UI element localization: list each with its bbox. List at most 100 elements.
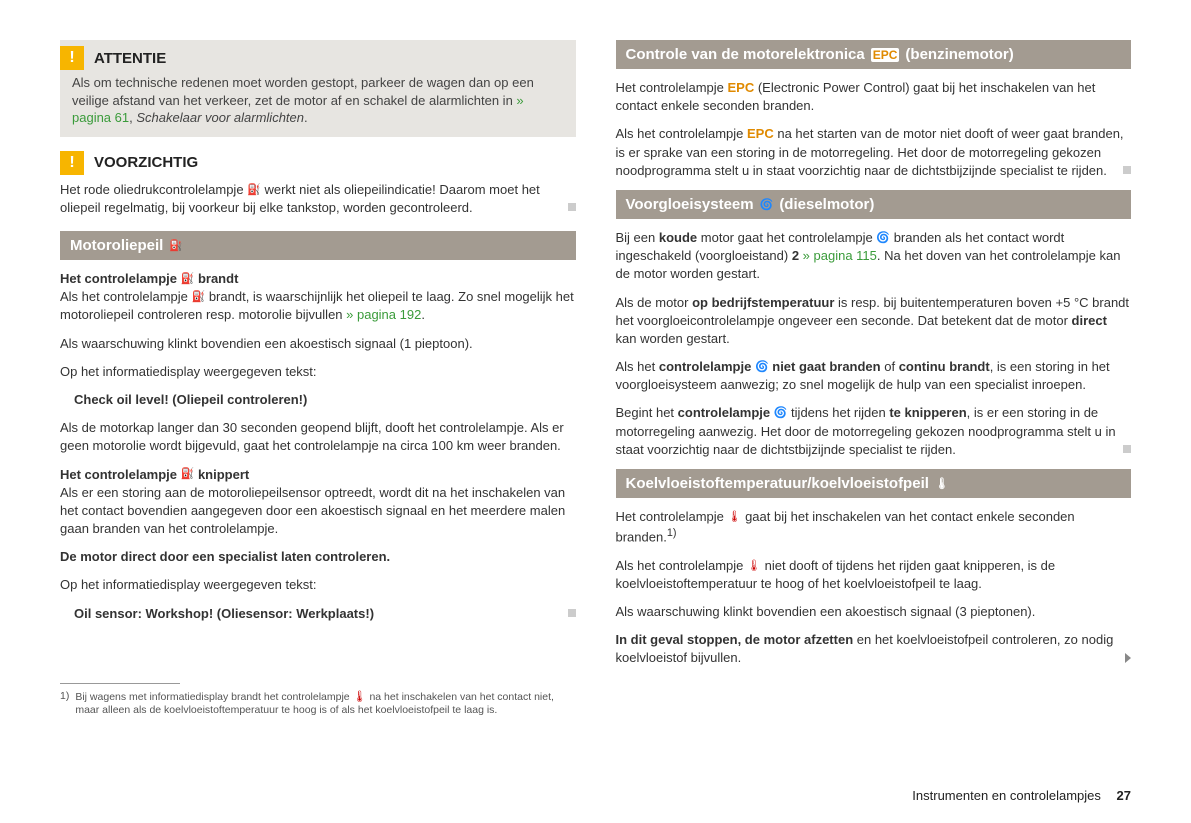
footnote-text: Bij wagens met informatiedisplay brandt … bbox=[75, 690, 575, 718]
coolant-p1: Het controlelampje 🌡 gaat bij het inscha… bbox=[616, 508, 1132, 547]
glow-plug-icon: 🌀 bbox=[774, 406, 788, 421]
glow-p3-mid: of bbox=[881, 359, 899, 374]
epc-p2-pre: Als het controlelampje bbox=[616, 126, 748, 141]
glow-p3: Als het controlelampje 🌀 niet gaat brand… bbox=[616, 358, 1132, 394]
epc-title-post: (benzinemotor) bbox=[905, 46, 1013, 63]
page-columns: ! ATTENTIE Als om technische redenen moe… bbox=[60, 40, 1131, 718]
oil-pressure-icon: ⛽ bbox=[247, 183, 261, 198]
continue-icon bbox=[1125, 653, 1131, 663]
oil-p6-bold: Het controlelampje bbox=[60, 467, 181, 482]
glow-p2-bold1: op bedrijfstemperatuur bbox=[692, 295, 834, 310]
footnote-ref-1: 1) bbox=[667, 527, 677, 539]
page-link-115[interactable]: » pagina 115 bbox=[799, 248, 877, 263]
oil-p9: Oil sensor: Workshop! (Oliesensor: Werkp… bbox=[60, 605, 576, 623]
page-footer: Instrumenten en controlelampjes 27 bbox=[912, 788, 1131, 803]
footnote-number: 1) bbox=[60, 690, 69, 718]
glow-title-pre: Voorgloeisysteem bbox=[626, 196, 754, 213]
glow-plug-icon: 🌀 bbox=[755, 360, 769, 375]
oil-level-icon: ⛽ bbox=[181, 272, 195, 287]
section-title-oil: Motoroliepeil bbox=[70, 237, 163, 254]
caution-body: Het rode oliedrukcontrolelampje ⛽ werkt … bbox=[60, 181, 576, 217]
coolant-p2: Als het controlelampje 🌡 niet dooft of t… bbox=[616, 557, 1132, 593]
attention-header: ! ATTENTIE bbox=[60, 40, 576, 74]
section-end-icon bbox=[568, 203, 576, 211]
caution-header: ! VOORZICHTIG bbox=[60, 151, 576, 175]
warning-icon: ! bbox=[60, 46, 84, 70]
oil-level-icon: ⛽ bbox=[169, 239, 183, 252]
oil-p6-bold2: knippert bbox=[194, 467, 249, 482]
glow-p1-mid: motor gaat het controlelampje bbox=[697, 230, 876, 245]
epc-badge-icon: EPC bbox=[747, 126, 774, 141]
coolant-temp-icon: 🌡 bbox=[747, 559, 761, 574]
caution-title: VOORZICHTIG bbox=[94, 154, 198, 171]
glow-p4: Begint het controlelampje 🌀 tijdens het … bbox=[616, 404, 1132, 459]
coolant-temp-icon: 🌡 bbox=[935, 477, 949, 490]
oil-p3: Op het informatiedisplay weergegeven tek… bbox=[60, 363, 576, 381]
page-link-192[interactable]: » pagina 192 bbox=[346, 307, 421, 322]
glow-p2: Als de motor op bedrijfstemperatuur is r… bbox=[616, 294, 1132, 349]
coolant-p3: Als waarschuwing klinkt bovendien een ak… bbox=[616, 603, 1132, 621]
coolant-temp-icon: 🌡 bbox=[728, 510, 742, 525]
glow-p3-bold3: continu brandt bbox=[899, 359, 990, 374]
oil-p7: De motor direct door een specialist late… bbox=[60, 548, 576, 566]
footnote-pre: Bij wagens met informatiedisplay brandt … bbox=[75, 691, 352, 703]
glow-p3-pre: Als het bbox=[616, 359, 659, 374]
footnote-1: 1) Bij wagens met informatiedisplay bran… bbox=[60, 690, 576, 718]
epc-title-pre: Controle van de motorelektronica bbox=[626, 46, 865, 63]
glow-p4-pre: Begint het bbox=[616, 405, 678, 420]
attention-title: ATTENTIE bbox=[94, 50, 166, 67]
glow-p4-mid: tijdens het rijden bbox=[787, 405, 889, 420]
oil-p1-body: Als het controlelampje bbox=[60, 289, 192, 304]
attention-italic: Schakelaar voor alarmlichten bbox=[136, 110, 304, 125]
oil-p1-end: . bbox=[421, 307, 425, 322]
oil-p1-bold2: brandt bbox=[194, 271, 238, 286]
glow-p3-bold1: controlelampje bbox=[659, 359, 755, 374]
oil-p2: Als waarschuwing klinkt bovendien een ak… bbox=[60, 335, 576, 353]
footnote-separator bbox=[60, 683, 180, 684]
coolant-title: Koelvloeistoftemperatuur/koelvloeistofpe… bbox=[626, 475, 929, 492]
glow-p1-pre: Bij een bbox=[616, 230, 659, 245]
glow-plug-icon: 🌀 bbox=[876, 231, 890, 246]
coolant-temp-icon: 🌡 bbox=[353, 690, 367, 704]
glow-p2-pre: Als de motor bbox=[616, 295, 693, 310]
coolant-p1-pre: Het controlelampje bbox=[616, 509, 728, 524]
attention-body: Als om technische redenen moet worden ge… bbox=[60, 74, 576, 127]
warning-icon: ! bbox=[60, 151, 84, 175]
section-header-coolant: Koelvloeistoftemperatuur/koelvloeistofpe… bbox=[616, 469, 1132, 498]
coolant-p2-pre: Als het controlelampje bbox=[616, 558, 748, 573]
epc-p1-pre: Het controlelampje bbox=[616, 80, 728, 95]
glow-p1-bold1: koude bbox=[659, 230, 697, 245]
attention-box: ! ATTENTIE Als om technische redenen moe… bbox=[60, 40, 576, 137]
epc-badge-icon: EPC bbox=[871, 48, 900, 62]
section-header-oil: Motoroliepeil ⛽ bbox=[60, 231, 576, 260]
section-header-epc: Controle van de motorelektronica EPC (be… bbox=[616, 40, 1132, 69]
epc-badge-icon: EPC bbox=[728, 80, 755, 95]
glow-p1: Bij een koude motor gaat het controlelam… bbox=[616, 229, 1132, 284]
glow-plug-icon: 🌀 bbox=[760, 198, 774, 211]
epc-p1: Het controlelampje EPC (Electronic Power… bbox=[616, 79, 1132, 115]
page-number: 27 bbox=[1117, 788, 1131, 803]
glow-p3-bold2: niet gaat branden bbox=[769, 359, 881, 374]
attention-end: . bbox=[304, 110, 308, 125]
attention-text-pre: Als om technische redenen moet worden ge… bbox=[72, 75, 534, 108]
oil-p8: Op het informatiedisplay weergegeven tek… bbox=[60, 576, 576, 594]
right-column: Controle van de motorelektronica EPC (be… bbox=[616, 40, 1132, 718]
caution-pre: Het rode oliedrukcontrolelampje bbox=[60, 182, 247, 197]
oil-p5: Als de motorkap langer dan 30 seconden g… bbox=[60, 419, 576, 455]
section-end-icon bbox=[568, 609, 576, 617]
oil-p6: Het controlelampje ⛽ knippert Als er een… bbox=[60, 466, 576, 539]
oil-p1: Het controlelampje ⛽ brandt Als het cont… bbox=[60, 270, 576, 325]
glow-title-post: (dieselmotor) bbox=[779, 196, 874, 213]
oil-p4: Check oil level! (Oliepeil controleren!) bbox=[60, 391, 576, 409]
oil-p9-text: Oil sensor: Workshop! (Oliesensor: Werkp… bbox=[74, 606, 374, 621]
glow-p2-post: kan worden gestart. bbox=[616, 331, 730, 346]
caution-block: ! VOORZICHTIG Het rode oliedrukcontrolel… bbox=[60, 151, 576, 217]
glow-p2-bold2: direct bbox=[1072, 313, 1107, 328]
glow-p4-bold2: te knipperen bbox=[889, 405, 966, 420]
coolant-p4-bold: In dit geval stoppen, de motor afzetten bbox=[616, 632, 854, 647]
section-header-glow: Voorgloeisysteem 🌀 (dieselmotor) bbox=[616, 190, 1132, 219]
oil-p1-bold: Het controlelampje bbox=[60, 271, 181, 286]
left-column: ! ATTENTIE Als om technische redenen moe… bbox=[60, 40, 576, 718]
oil-p6-body: Als er een storing aan de motoroliepeils… bbox=[60, 485, 565, 536]
glow-p1-bold2: 2 bbox=[792, 248, 799, 263]
